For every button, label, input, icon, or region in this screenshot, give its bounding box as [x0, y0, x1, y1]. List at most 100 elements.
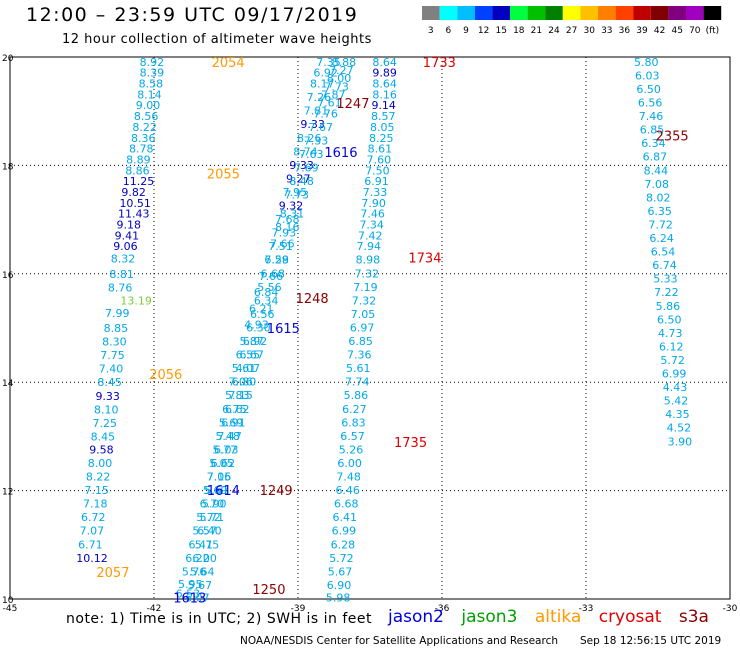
swh-value: 7.74 [345, 376, 370, 389]
swh-value: 6.68 [334, 498, 359, 511]
swh-value: 4.52 [667, 422, 692, 435]
swh-value: 6.00 [192, 552, 217, 565]
swh-value: 7.50 [365, 164, 390, 177]
swh-value: 7.66 [270, 237, 295, 250]
swh-value: 6.56 [638, 97, 663, 110]
swh-value: 7.63 [299, 148, 324, 161]
generated-timestamp: Sep 18 12:56:15 UTC 2019 [580, 635, 722, 647]
swh-value: 5.72 [660, 354, 685, 367]
swh-value: 7.07 [80, 525, 105, 538]
swh-value: 5.86 [344, 389, 369, 402]
swh-value: 11.25 [123, 175, 155, 188]
swh-value: 9.33 [95, 390, 120, 403]
swh-value: 5.90 [202, 498, 227, 511]
colorbar-label: 27 [566, 26, 577, 36]
swh-value: 7.90 [361, 197, 386, 210]
colorbar-label: 30 [583, 26, 595, 36]
swh-value: 5.95 [178, 578, 203, 591]
map-subtitle: 12 hour collection of altimeter wave hei… [62, 32, 372, 47]
swh-value: 9.89 [372, 67, 397, 80]
swh-value: 6.28 [331, 538, 356, 551]
swh-value: 5.05 [209, 457, 234, 470]
swh-value: 5.61 [346, 362, 371, 375]
swh-value: 6.80 [232, 376, 257, 389]
swh-value: 6.24 [649, 232, 674, 245]
swh-value: 6.35 [647, 205, 672, 218]
swh-value: 8.58 [139, 78, 164, 91]
swh-value: 7.51 [268, 240, 293, 253]
pass-time-label: 2355 [656, 130, 689, 145]
swh-value: 6.41 [189, 538, 214, 551]
swh-value: 6.85 [640, 124, 665, 137]
legend-jason3: jason3 [461, 607, 518, 627]
swh-value: 9.33 [289, 159, 314, 172]
colorbar-swatch [492, 6, 510, 20]
colorbar-label: 33 [601, 26, 612, 36]
y-tick-label: 20 [2, 54, 14, 64]
swh-value: 6.99 [662, 368, 687, 381]
swh-value: 6.57 [340, 430, 365, 443]
swh-value: 5.69 [203, 484, 228, 497]
swh-value: 8.48 [289, 175, 314, 188]
map-title: 12:00 – 23:59 UTC 09/17/2019 [26, 4, 359, 26]
swh-value: 8.56 [134, 110, 159, 123]
pass-time-label: 2055 [207, 168, 240, 183]
swh-value: 5.76 [182, 565, 207, 578]
swh-value: 8.45 [91, 430, 116, 443]
swh-value: 7.34 [359, 218, 384, 231]
swh-value: 5.42 [664, 395, 689, 408]
pass-time-label: 1249 [260, 484, 293, 499]
swh-value: 9.82 [121, 186, 146, 199]
swh-value: 7.27 [329, 64, 354, 77]
swh-value: 6.72 [81, 511, 106, 524]
swh-value: 8.81 [109, 268, 134, 281]
swh-value: 7.87 [321, 88, 346, 101]
pass-time-label: 1247 [336, 97, 369, 112]
swh-value: 5.80 [634, 56, 659, 69]
swh-value: 6.22 [185, 552, 210, 565]
swh-value: 6.56 [250, 308, 275, 321]
swh-value: 7.26 [307, 91, 332, 104]
swh-value: 6.54 [651, 246, 676, 259]
swh-value: 6.84 [254, 286, 279, 299]
swh-value: 6.34 [254, 294, 279, 307]
swh-value: 7.48 [336, 471, 361, 484]
colorbar-label: 24 [548, 26, 560, 36]
swh-value: 8.31 [280, 208, 305, 221]
swh-value: 8.26 [297, 132, 322, 145]
swh-value: 7.66 [259, 270, 284, 283]
swh-value: 8.98 [356, 254, 381, 267]
swh-value: 7.69 [294, 162, 319, 175]
swh-value: 6.75 [222, 403, 247, 416]
swh-value: 6.90 [327, 579, 352, 592]
swh-value: 4.43 [663, 381, 688, 394]
swh-value: 5.48 [215, 430, 240, 443]
swh-value: 7.93 [272, 227, 297, 240]
swh-value: 6.85 [348, 335, 373, 348]
swh-value: 5.56 [257, 281, 282, 294]
swh-value: 6.55 [236, 349, 261, 362]
swh-value: 8.10 [94, 403, 119, 416]
swh-value: 5.83 [225, 389, 250, 402]
swh-value: 5.33 [653, 273, 678, 286]
colorbar-swatch [650, 6, 669, 20]
swh-value: 6.67 [239, 349, 264, 362]
pass-time-label: 1733 [423, 56, 456, 71]
colorbar-swatch [668, 6, 686, 20]
y-tick-label: 18 [2, 162, 14, 172]
swh-value: 7.35 [316, 56, 341, 69]
colorbar-swatch [703, 6, 722, 20]
swh-value: 9.58 [89, 443, 114, 456]
y-tick-label: 12 [2, 488, 13, 498]
x-tick-label: -45 [3, 604, 18, 614]
pass-time-label: 2056 [149, 368, 182, 383]
swh-value: 4.35 [665, 408, 690, 421]
swh-value: 8.64 [372, 56, 397, 69]
y-tick-label: 16 [2, 271, 14, 281]
swh-value: 6.68 [261, 267, 286, 280]
swh-value: 8.78 [129, 143, 154, 156]
grid-lines [10, 57, 730, 599]
swh-value: 9.41 [115, 229, 140, 242]
swh-value: 5.71 [200, 511, 225, 524]
swh-value: 7.94 [357, 240, 382, 253]
